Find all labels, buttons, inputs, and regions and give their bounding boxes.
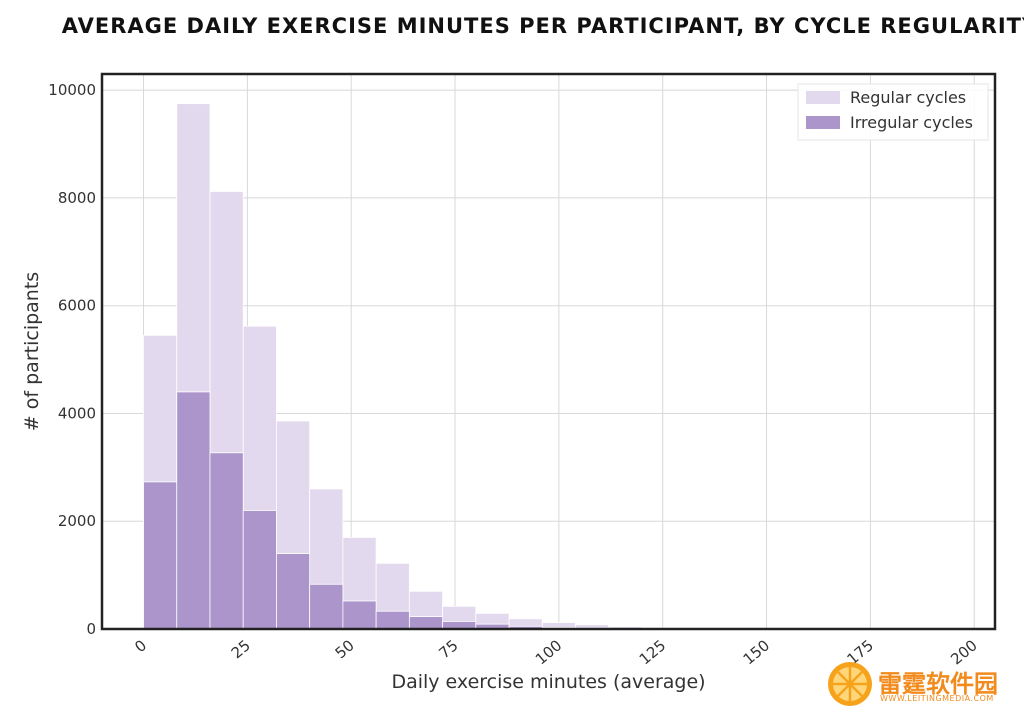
y-tick-label-0: 0	[86, 620, 96, 638]
y-tick-label-5: 10000	[48, 81, 96, 99]
y-tick-label-3: 6000	[58, 297, 96, 315]
legend: Regular cycles Irregular cycles	[797, 83, 989, 141]
x-tick-label-1: 25	[228, 636, 254, 662]
irregular-bar-0	[143, 481, 178, 630]
irregular-bar-6	[342, 600, 377, 630]
watermark-name: 雷霆软件园	[878, 670, 998, 698]
x-tick-label-0: 0	[131, 636, 150, 656]
irregular-bar-5	[309, 583, 344, 630]
legend-swatch-irregular	[806, 116, 840, 129]
x-tick-label-3: 75	[435, 636, 461, 662]
irregular-bar-1	[176, 391, 211, 630]
chart-title: Average daily exercise minutes per parti…	[61, 14, 1024, 38]
irregular-bar-8	[408, 616, 443, 630]
y-axis-ticks: 0 2000 4000 6000 8000 10000	[48, 81, 96, 638]
y-tick-label-2: 4000	[58, 404, 96, 422]
x-tick-label-5: 125	[636, 636, 670, 668]
legend-label-regular: Regular cycles	[850, 88, 966, 107]
y-tick-label-1: 2000	[58, 512, 96, 530]
plot-frame	[100, 72, 997, 631]
watermark-logo: 雷霆软件园 WWW.LEITINGMEDIA.COM	[826, 660, 1020, 708]
x-tick-label-2: 50	[332, 636, 358, 662]
irregular-bar-7	[375, 610, 410, 630]
x-tick-label-6: 150	[740, 636, 774, 668]
irregular-bar-3	[242, 510, 277, 630]
irregular-bar-4	[276, 553, 311, 630]
irregular-cycles-bars	[143, 391, 709, 630]
x-tick-label-4: 100	[532, 636, 566, 668]
y-tick-label-4: 8000	[58, 189, 96, 207]
orange-slice-icon	[828, 662, 872, 706]
legend-swatch-regular	[806, 91, 840, 104]
y-axis-label: # of participants	[21, 272, 43, 431]
x-axis-label: Daily exercise minutes (average)	[391, 671, 705, 693]
legend-label-irregular: Irregular cycles	[850, 113, 973, 132]
watermark-url: WWW.LEITINGMEDIA.COM	[880, 694, 994, 703]
irregular-bar-2	[209, 452, 244, 630]
